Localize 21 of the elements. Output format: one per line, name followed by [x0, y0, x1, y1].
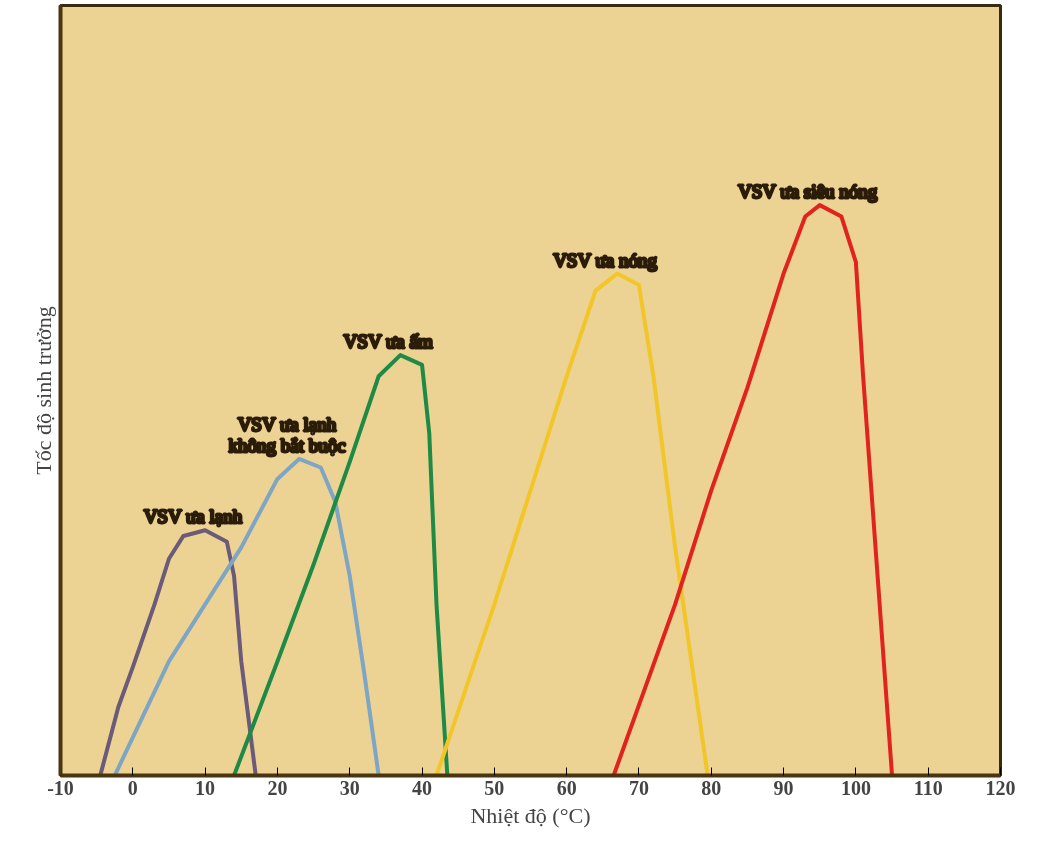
- x-tick-label: 0: [127, 776, 138, 799]
- series-label: VSV ưa nóng: [553, 249, 658, 271]
- series-label: VSV ưa lạnh không bắt buộc: [228, 413, 346, 456]
- x-tick-label: 50: [484, 776, 505, 799]
- x-tick-label: 10: [195, 776, 216, 799]
- x-tick-label: 120: [985, 776, 1016, 799]
- x-tick-label: 110: [913, 776, 943, 799]
- series-label: VSV ưa siêu nóng: [737, 181, 878, 203]
- x-tick-label: 80: [701, 776, 722, 799]
- x-tick-label: 20: [267, 776, 288, 799]
- x-tick-label: 70: [628, 776, 649, 799]
- x-tick-label: -10: [47, 776, 74, 799]
- x-tick-label: 60: [556, 776, 577, 799]
- y-axis-title: Tốc độ sinh trưởng: [30, 306, 56, 475]
- x-tick-label: 40: [412, 776, 433, 799]
- x-tick-label: 30: [339, 776, 360, 799]
- x-tick-label: 100: [840, 776, 871, 799]
- series-label: VSV ưa ấm: [343, 331, 433, 353]
- x-axis-title: Nhiệt độ (°C): [470, 802, 591, 828]
- series-label: VSV ưa lạnh: [143, 506, 243, 528]
- x-tick-label: 90: [773, 776, 794, 799]
